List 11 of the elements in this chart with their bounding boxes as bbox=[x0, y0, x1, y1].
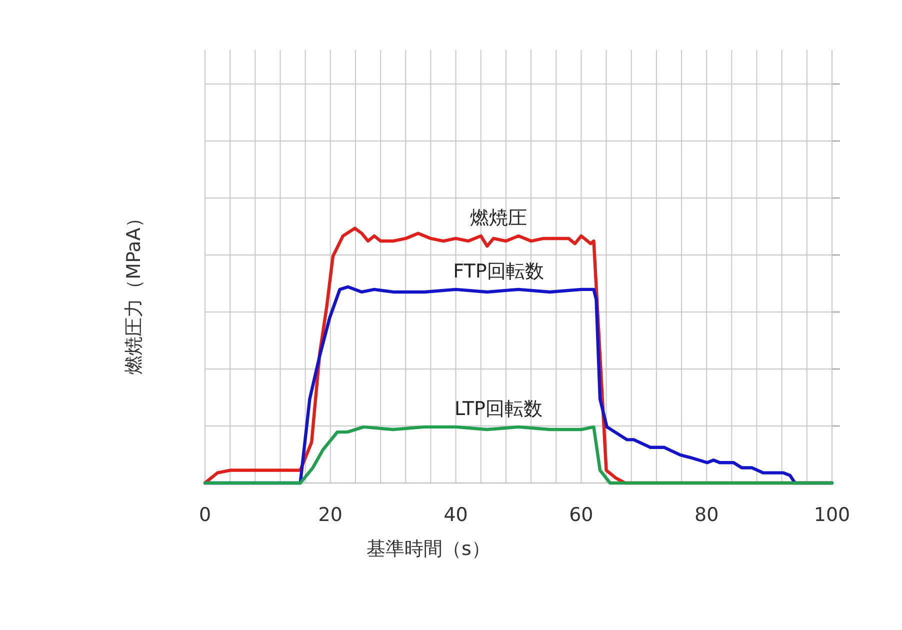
x-tick-label: 80 bbox=[694, 504, 719, 526]
series-label: 燃焼圧 bbox=[470, 206, 527, 229]
series-label: FTP回転数 bbox=[453, 260, 544, 282]
x-tick-label: 100 bbox=[814, 504, 850, 526]
y-axis-title: 燃焼圧力（MPaA） bbox=[123, 208, 145, 374]
x-tick-label: 20 bbox=[318, 504, 342, 526]
x-tick-label: 40 bbox=[444, 504, 468, 526]
series-label: LTP回転数 bbox=[454, 398, 543, 420]
x-tick-label: 0 bbox=[198, 504, 212, 526]
x-tick-label: 60 bbox=[569, 504, 594, 526]
x-axis-title: 基準時間（s） bbox=[366, 538, 490, 560]
